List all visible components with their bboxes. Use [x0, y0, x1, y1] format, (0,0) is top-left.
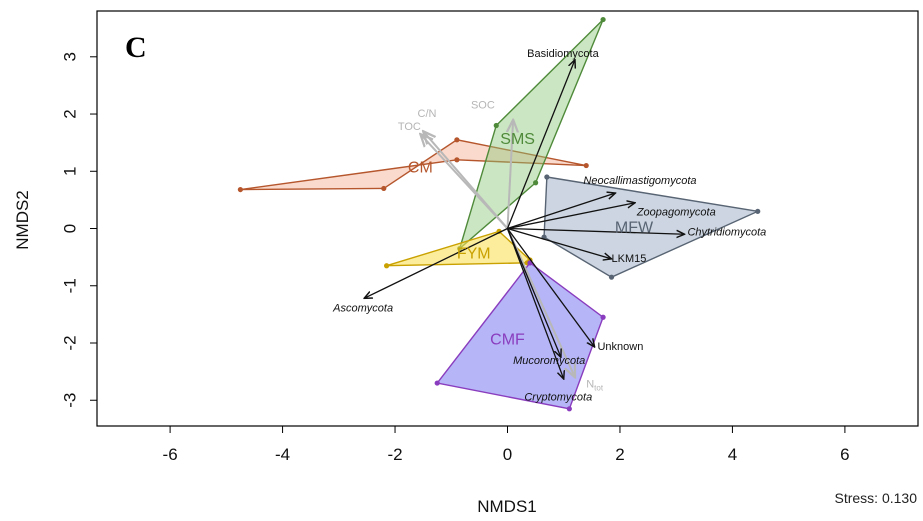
env-vector-label: TOC: [398, 121, 421, 133]
env-vector-n-tot: [506, 228, 575, 378]
group-label-sms: SMS: [500, 131, 535, 148]
x-tick-label: -2: [387, 445, 402, 464]
sample-point-cm: [454, 137, 460, 143]
sample-point-cmf: [434, 380, 440, 386]
species-vector-basidiomycota: [506, 60, 575, 229]
sample-point-sms: [600, 16, 606, 23]
env-vector-label: SOC: [471, 99, 495, 111]
species-vector-unknown: [506, 228, 595, 347]
sample-point-sms: [493, 122, 499, 129]
species-vector-label: Cryptomycota: [524, 391, 592, 403]
x-tick-label: -4: [275, 445, 290, 464]
y-tick-label: 0: [60, 224, 79, 233]
sample-point-mfw: [544, 174, 550, 180]
stress-value: Stress: 0.130: [835, 490, 918, 506]
y-tick-label: -2: [60, 335, 79, 350]
species-vector-mucoromycota: [506, 228, 561, 358]
y-axis: -3 -2 -1 0 1 2 3: [60, 52, 97, 408]
sample-point-cmf: [566, 406, 572, 412]
species-vector-label: Ascomycota: [332, 303, 393, 315]
species-vector-lkm15: [507, 227, 612, 259]
env-vector-label: C/N: [418, 108, 437, 120]
species-vector-cryptomycota: [506, 228, 564, 380]
species-vector-label: Unknown: [597, 341, 643, 353]
y-tick-label: -1: [60, 278, 79, 293]
species-vector-label: LKM15: [612, 253, 647, 265]
group-label-mfw: MFW: [615, 220, 654, 237]
group-label-cm: CM: [408, 160, 433, 177]
x-tick-label: 6: [840, 445, 849, 464]
sample-point-cmf: [600, 314, 606, 320]
x-axis: -6 -4 -2 0 2 4 6: [163, 426, 850, 464]
sample-point-cm: [454, 157, 460, 163]
species-vector-zoopagomycota: [507, 203, 636, 230]
group-label-fym: FYM: [457, 245, 491, 262]
sample-point-cm: [381, 185, 387, 192]
x-tick-label: 0: [503, 445, 512, 464]
species-vector-neocallimastigomycota: [507, 193, 616, 230]
species-vector-ascomycota: [364, 227, 508, 299]
x-tick-label: 4: [728, 445, 737, 464]
x-tick-label: -6: [163, 445, 178, 464]
y-tick-label: 1: [60, 167, 79, 176]
y-tick-label: -3: [60, 393, 79, 408]
panel-label: C: [125, 31, 147, 64]
sample-point-mfw: [755, 208, 761, 214]
sample-point-fym: [383, 263, 390, 269]
env-vector-toc: [420, 134, 509, 230]
y-axis-title: NMDS2: [13, 190, 32, 250]
x-tick-label: 2: [615, 445, 624, 464]
species-vector-label: Chytridiomycota: [687, 226, 766, 238]
species-vector-label: Basidiomycota: [527, 48, 599, 60]
species-vector-chytridiomycota: [507, 227, 685, 235]
sample-point-sms: [533, 180, 539, 186]
sample-point-mfw: [608, 274, 615, 280]
species-vector-label: Mucoromycota: [513, 355, 585, 367]
species-vector-label: Zoopagomycota: [636, 206, 716, 218]
species-vector-label: Neocallimastigomycota: [583, 175, 696, 187]
group-label-cmf: CMF: [490, 331, 525, 348]
labels-layer: CMSMSFYMMFWCMFC/NTOCSOCNtotBasidiomycota…: [332, 48, 766, 403]
y-tick-label: 3: [60, 52, 79, 61]
x-axis-title: NMDS1: [477, 497, 537, 516]
group-polygon-cm: [240, 139, 587, 191]
env-vectors-layer: [420, 120, 575, 378]
y-tick-label: 2: [60, 109, 79, 118]
sample-point-cm: [237, 186, 243, 193]
species-vectors-layer: [364, 60, 685, 379]
env-vector-soc: [508, 120, 514, 229]
sample-point-cm: [583, 162, 589, 169]
